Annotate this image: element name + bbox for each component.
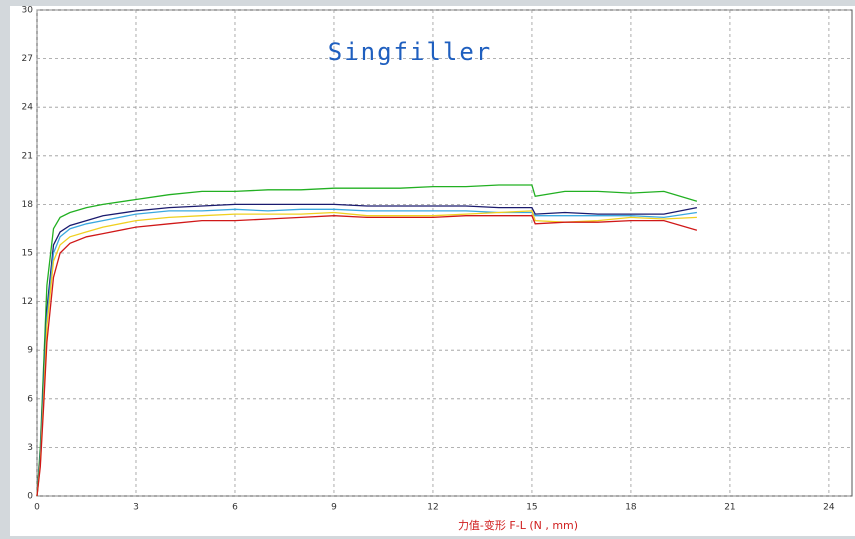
chart-title: Singfiller [328, 38, 493, 66]
series-line [36, 210, 697, 497]
series-line [36, 208, 697, 497]
lines [36, 184, 698, 497]
x-axis-label: 力值-变形 F-L (N , mm) [458, 518, 578, 532]
x-tick-label: 6 [232, 503, 238, 513]
x-tick-label: 3 [133, 503, 139, 513]
y-tick-label: 12 [22, 297, 33, 307]
series-line [36, 203, 698, 497]
x-tick-label: 24 [823, 503, 835, 513]
y-tick-label: 18 [22, 200, 34, 210]
x-tick-label: 21 [724, 503, 735, 513]
series-line [36, 184, 698, 497]
y-tick-label: 21 [22, 151, 33, 161]
y-tick-label: 15 [22, 249, 33, 259]
x-tick-label: 18 [625, 503, 637, 513]
grid [36, 9, 852, 497]
y-tick-label: 27 [22, 54, 33, 64]
y-tick-label: 9 [27, 346, 33, 356]
series-line [36, 215, 698, 497]
y-tick-label: 24 [22, 103, 34, 113]
y-tick-label: 30 [22, 6, 34, 16]
y-tick-label: 6 [27, 394, 33, 404]
x-tick-label: 9 [331, 503, 337, 513]
y-tick-label: 3 [27, 443, 33, 453]
y-tick-label: 0 [27, 492, 33, 502]
x-tick-label: 0 [34, 503, 40, 513]
x-tick-label: 12 [427, 503, 438, 513]
x-tick-label: 15 [526, 503, 537, 513]
